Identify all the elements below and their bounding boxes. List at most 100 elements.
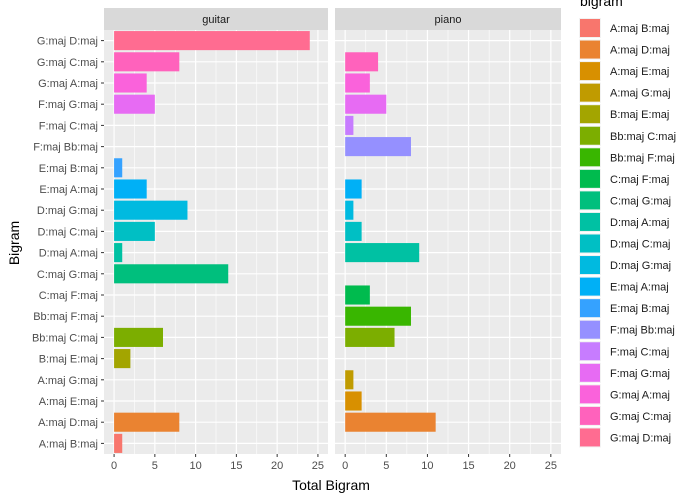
bar-piano-a-maj-g-maj xyxy=(345,370,354,390)
panel-guitar: guitar 0 5 10 15 20 25 xyxy=(104,8,328,472)
legend-swatch-a-maj-e-maj xyxy=(580,62,600,81)
panel-piano: piano 0 5 10 15 20 25 xyxy=(335,8,561,472)
legend-label: Bb:maj F:maj xyxy=(610,152,675,164)
bar-guitar-f-maj-g-maj xyxy=(114,94,155,114)
bar-piano-a-maj-d-maj xyxy=(345,412,436,432)
legend-swatch-b-maj-e-maj xyxy=(580,105,600,124)
bar-guitar-g-maj-a-maj xyxy=(114,73,147,93)
y-tick-label: A:maj E:maj xyxy=(39,396,98,408)
bar-guitar-bb-maj-c-maj xyxy=(114,327,164,347)
bar-guitar-d-maj-g-maj xyxy=(114,200,188,220)
facet-strip-guitar xyxy=(104,8,328,30)
legend-label: D:maj G:maj xyxy=(610,260,671,272)
x-tick-label: 0 xyxy=(342,460,348,472)
x-tick-label: 0 xyxy=(111,460,117,472)
legend-swatch-d-maj-g-maj xyxy=(580,256,600,275)
x-tick-label: 5 xyxy=(383,460,389,472)
legend-label: B:maj E:maj xyxy=(610,109,669,121)
y-tick-label: E:maj A:maj xyxy=(39,184,98,196)
bar-piano-f-maj-bb-maj xyxy=(345,137,411,157)
x-axis-title: Total Bigram xyxy=(292,477,370,493)
bar-piano-d-maj-g-maj xyxy=(345,200,354,220)
bar-piano-g-maj-a-maj xyxy=(345,73,370,93)
legend-label: D:maj A:maj xyxy=(610,217,669,229)
bar-piano-bb-maj-c-maj xyxy=(345,327,395,347)
y-tick-label: Bb:maj F:maj xyxy=(33,311,98,323)
legend-label: G:maj D:maj xyxy=(610,432,671,444)
bar-piano-c-maj-f-maj xyxy=(345,285,370,305)
legend-label: A:maj B:maj xyxy=(610,23,669,35)
x-tick-label: 10 xyxy=(189,460,201,472)
legend-swatch-a-maj-d-maj xyxy=(580,40,600,59)
y-tick-label: G:maj C:maj xyxy=(37,57,98,69)
legend-swatch-g-maj-d-maj xyxy=(580,428,600,447)
bar-guitar-c-maj-g-maj xyxy=(114,264,229,284)
legend-swatch-a-maj-b-maj xyxy=(580,19,600,37)
bar-piano-d-maj-c-maj xyxy=(345,221,362,241)
bar-guitar-d-maj-a-maj xyxy=(114,243,123,263)
bar-piano-bb-maj-f-maj xyxy=(345,306,411,326)
legend-swatch-f-maj-c-maj xyxy=(580,342,600,361)
legend-swatch-c-maj-g-maj xyxy=(580,191,600,210)
legend-label: E:maj A:maj xyxy=(610,282,669,294)
legend-label: D:maj C:maj xyxy=(610,239,671,251)
legend-swatch-g-maj-a-maj xyxy=(580,385,600,404)
bar-guitar-d-maj-c-maj xyxy=(114,221,155,241)
legend-swatch-bb-maj-f-maj xyxy=(580,148,600,167)
bar-guitar-a-maj-b-maj xyxy=(114,433,123,453)
legend-swatch-d-maj-c-maj xyxy=(580,234,600,253)
y-tick-label: E:maj B:maj xyxy=(39,163,98,175)
legend-label: A:maj D:maj xyxy=(610,45,670,57)
x-tick-label: 10 xyxy=(421,460,433,472)
legend-swatch-d-maj-a-maj xyxy=(580,212,600,231)
legend-label: G:maj C:maj xyxy=(610,411,671,423)
bar-piano-d-maj-a-maj xyxy=(345,243,420,263)
y-tick-label: D:maj G:maj xyxy=(37,205,98,217)
y-tick-label: C:maj G:maj xyxy=(37,269,98,281)
bar-guitar-b-maj-e-maj xyxy=(114,349,131,369)
y-tick-label: A:maj D:maj xyxy=(38,417,98,429)
y-tick-label: F:maj Bb:maj xyxy=(33,142,98,154)
bar-piano-a-maj-e-maj xyxy=(345,391,362,411)
legend-swatch-e-maj-b-maj xyxy=(580,299,600,318)
legend-title: bigram xyxy=(580,0,623,9)
legend: A:maj B:maj A:maj D:maj A:maj E:maj A:maj G… xyxy=(579,18,676,448)
legend-label: A:maj G:maj xyxy=(610,88,671,100)
bar-piano-g-maj-c-maj xyxy=(345,52,379,72)
legend-swatch-f-maj-g-maj xyxy=(580,363,600,382)
y-tick-label: D:maj C:maj xyxy=(37,226,98,238)
y-tick-label: C:maj F:maj xyxy=(39,290,98,302)
legend-label: A:maj E:maj xyxy=(610,66,669,78)
legend-swatch-e-maj-a-maj xyxy=(580,277,600,296)
legend-label: F:maj Bb:maj xyxy=(610,325,675,337)
bar-guitar-e-maj-a-maj xyxy=(114,179,147,199)
legend-label: F:maj G:maj xyxy=(610,368,670,380)
y-tick-label: F:maj C:maj xyxy=(39,120,98,132)
facet-strip-piano xyxy=(335,8,561,30)
legend-swatch-f-maj-bb-maj xyxy=(580,320,600,339)
bar-guitar-a-maj-d-maj xyxy=(114,412,180,432)
bar-piano-e-maj-a-maj xyxy=(345,179,362,199)
legend-swatch-g-maj-c-maj xyxy=(580,406,600,425)
facet-label-piano: piano xyxy=(435,14,462,26)
legend-swatch-bb-maj-c-maj xyxy=(580,126,600,145)
y-tick-label: B:maj E:maj xyxy=(39,354,98,366)
legend-label: F:maj C:maj xyxy=(610,346,669,358)
x-tick-label: 20 xyxy=(504,460,516,472)
bar-guitar-g-maj-d-maj xyxy=(114,31,310,51)
legend-label: C:maj G:maj xyxy=(610,195,671,207)
legend-label: Bb:maj C:maj xyxy=(610,131,676,143)
y-tick-label: A:maj G:maj xyxy=(37,375,98,387)
facet-label-guitar: guitar xyxy=(202,14,230,26)
y-tick-label: G:maj A:maj xyxy=(38,78,98,90)
legend-swatch-a-maj-g-maj xyxy=(580,83,600,102)
legend-label: C:maj F:maj xyxy=(610,174,669,186)
y-tick-label: F:maj G:maj xyxy=(38,99,98,111)
x-tick-label: 25 xyxy=(545,460,557,472)
x-tick-label: 15 xyxy=(462,460,474,472)
x-tick-label: 5 xyxy=(152,460,158,472)
bar-piano-f-maj-g-maj xyxy=(345,94,387,114)
bar-piano-f-maj-c-maj xyxy=(345,115,354,135)
legend-label: E:maj B:maj xyxy=(610,303,669,315)
